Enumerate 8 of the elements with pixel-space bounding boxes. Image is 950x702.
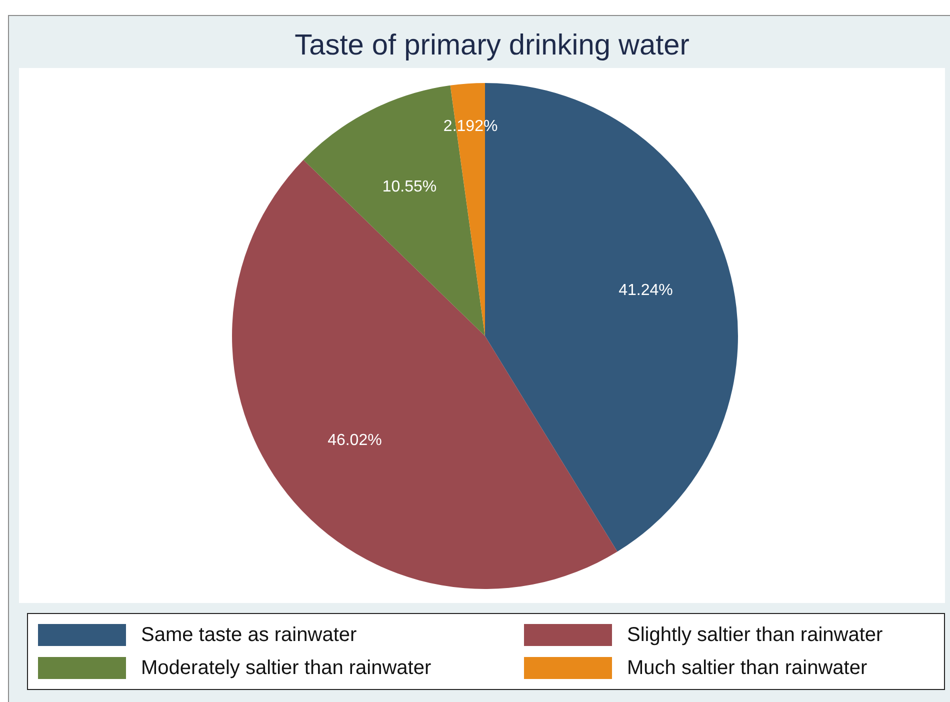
- data-label: 41.24%: [618, 282, 673, 300]
- data-label: 10.55%: [382, 178, 437, 196]
- legend-label: Much saltier than rainwater: [627, 657, 868, 679]
- legend-label: Moderately saltier than rainwater: [141, 657, 432, 679]
- legend-label: Slightly saltier than rainwater: [627, 624, 884, 646]
- chart-title: Taste of primary drinking water: [294, 30, 690, 62]
- data-label: 46.02%: [328, 432, 382, 449]
- legend-label: Same taste as rainwater: [141, 624, 357, 646]
